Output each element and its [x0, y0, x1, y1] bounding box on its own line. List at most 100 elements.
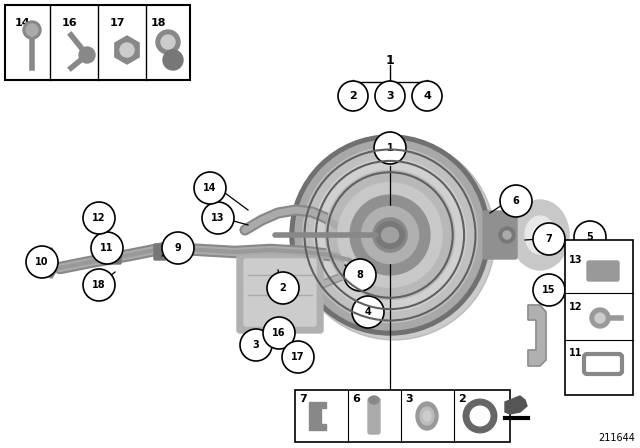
Text: 18: 18 [151, 18, 166, 28]
Ellipse shape [369, 396, 379, 404]
Circle shape [533, 274, 565, 306]
Circle shape [412, 81, 442, 111]
FancyBboxPatch shape [5, 5, 190, 80]
Circle shape [293, 138, 495, 340]
Text: 1: 1 [387, 143, 394, 153]
Circle shape [590, 308, 610, 328]
Text: 11: 11 [569, 348, 582, 358]
Circle shape [163, 50, 183, 70]
Circle shape [338, 81, 368, 111]
Ellipse shape [420, 407, 434, 425]
Text: 17: 17 [110, 18, 125, 28]
FancyBboxPatch shape [244, 259, 316, 326]
Circle shape [267, 272, 299, 304]
Text: 13: 13 [569, 255, 582, 265]
Circle shape [344, 259, 376, 291]
Ellipse shape [511, 200, 569, 270]
Text: 16: 16 [272, 328, 285, 338]
Polygon shape [309, 402, 326, 430]
Circle shape [23, 21, 41, 39]
Circle shape [533, 223, 565, 255]
Text: 10: 10 [35, 257, 49, 267]
Circle shape [503, 231, 511, 239]
Text: 2: 2 [280, 283, 286, 293]
Circle shape [499, 227, 515, 243]
Text: 3: 3 [253, 340, 259, 350]
Text: 6: 6 [513, 196, 520, 206]
Circle shape [374, 132, 406, 164]
Text: 4: 4 [423, 91, 431, 101]
Circle shape [263, 317, 295, 349]
Text: 17: 17 [291, 352, 305, 362]
Polygon shape [528, 305, 546, 366]
Circle shape [91, 232, 123, 264]
Text: 12: 12 [92, 213, 106, 223]
Text: 14: 14 [204, 183, 217, 193]
Polygon shape [505, 396, 527, 414]
Text: 13: 13 [211, 213, 225, 223]
Text: 7: 7 [546, 234, 552, 244]
Circle shape [350, 195, 430, 275]
FancyBboxPatch shape [565, 240, 633, 395]
FancyBboxPatch shape [483, 211, 517, 259]
Circle shape [352, 296, 384, 328]
Text: 2: 2 [349, 91, 357, 101]
Text: 5: 5 [587, 232, 593, 242]
Ellipse shape [525, 216, 555, 254]
Circle shape [83, 269, 115, 301]
Circle shape [338, 183, 442, 287]
Text: 16: 16 [62, 18, 77, 28]
Text: 12: 12 [569, 302, 582, 312]
Text: 7: 7 [299, 394, 307, 404]
Ellipse shape [416, 402, 438, 430]
Circle shape [194, 172, 226, 204]
Text: 11: 11 [100, 243, 114, 253]
Text: 14: 14 [15, 18, 31, 28]
Circle shape [325, 170, 454, 300]
Circle shape [290, 135, 490, 335]
Circle shape [282, 341, 314, 373]
Text: 9: 9 [175, 243, 181, 253]
Circle shape [161, 35, 175, 49]
Circle shape [362, 207, 419, 263]
Ellipse shape [423, 411, 431, 421]
Text: 15: 15 [542, 285, 556, 295]
Circle shape [120, 43, 134, 57]
Text: 18: 18 [92, 280, 106, 290]
Text: 8: 8 [356, 270, 364, 280]
Ellipse shape [376, 222, 404, 248]
Circle shape [373, 218, 407, 252]
Circle shape [83, 202, 115, 234]
Text: 6: 6 [352, 394, 360, 404]
Circle shape [79, 47, 95, 63]
Polygon shape [115, 36, 139, 64]
Text: 3: 3 [386, 91, 394, 101]
FancyBboxPatch shape [154, 244, 166, 260]
Circle shape [26, 24, 38, 36]
Circle shape [295, 140, 485, 330]
Ellipse shape [533, 226, 547, 244]
FancyBboxPatch shape [295, 390, 510, 442]
Ellipse shape [381, 228, 399, 243]
Circle shape [162, 232, 194, 264]
Circle shape [314, 159, 466, 311]
Text: 2: 2 [458, 394, 466, 404]
Text: 3: 3 [405, 394, 413, 404]
Circle shape [26, 246, 58, 278]
FancyBboxPatch shape [368, 398, 380, 434]
Text: 4: 4 [365, 307, 371, 317]
Circle shape [595, 313, 605, 323]
Circle shape [500, 185, 532, 217]
FancyBboxPatch shape [109, 248, 121, 264]
Circle shape [240, 329, 272, 361]
Text: 1: 1 [386, 53, 394, 66]
Polygon shape [30, 248, 58, 278]
FancyBboxPatch shape [587, 261, 619, 281]
FancyBboxPatch shape [237, 252, 323, 333]
Text: 211644: 211644 [598, 433, 635, 443]
Circle shape [303, 147, 477, 323]
Circle shape [574, 221, 606, 253]
Circle shape [156, 30, 180, 54]
Circle shape [375, 81, 405, 111]
Circle shape [202, 202, 234, 234]
